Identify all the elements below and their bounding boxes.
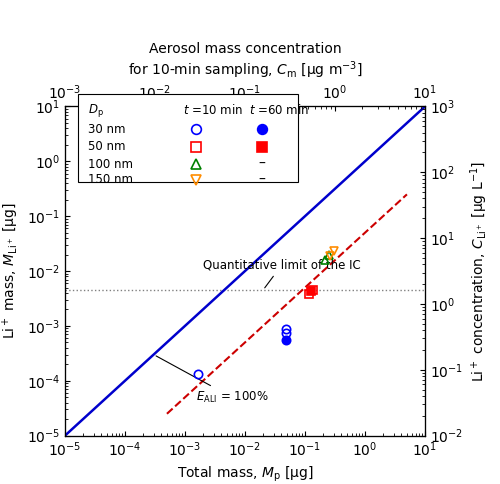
- Text: Quantitative limit of the IC: Quantitative limit of the IC: [203, 258, 361, 288]
- Text: 50 nm: 50 nm: [88, 140, 126, 153]
- Text: 150 nm: 150 nm: [88, 173, 134, 186]
- Text: –: –: [259, 157, 266, 171]
- Text: 100 nm: 100 nm: [88, 158, 134, 170]
- Text: –: –: [259, 173, 266, 187]
- Y-axis label: Li$^+$ mass, $M_\mathrm{Li^+}$ [μg]: Li$^+$ mass, $M_\mathrm{Li^+}$ [μg]: [1, 203, 21, 339]
- Text: $E_\mathrm{ALI}$ = 100%: $E_\mathrm{ALI}$ = 100%: [156, 356, 268, 405]
- Text: 30 nm: 30 nm: [88, 123, 126, 136]
- Text: $D_\mathrm{p}$: $D_\mathrm{p}$: [88, 102, 104, 119]
- Y-axis label: Li$^+$ concentration, $C_\mathrm{Li^+}$ [μg L$^{-1}$]: Li$^+$ concentration, $C_\mathrm{Li^+}$ …: [468, 161, 490, 381]
- Text: $t$ =60 min: $t$ =60 min: [249, 103, 309, 117]
- X-axis label: Total mass, $M_\mathrm{p}$ [μg]: Total mass, $M_\mathrm{p}$ [μg]: [176, 465, 314, 484]
- X-axis label: Aerosol mass concentration
for 10-min sampling, $C_\mathrm{m}$ [μg m$^{-3}$]: Aerosol mass concentration for 10-min sa…: [128, 42, 362, 81]
- Text: $t$ =10 min: $t$ =10 min: [183, 103, 243, 117]
- FancyBboxPatch shape: [78, 94, 298, 182]
